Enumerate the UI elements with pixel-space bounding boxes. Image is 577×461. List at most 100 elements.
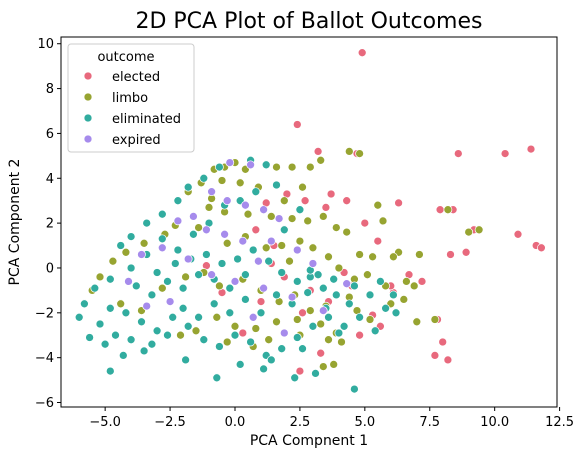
point-eliminated [389,290,398,300]
point-expired [308,259,318,268]
point-limbo [287,214,297,223]
point-elected [430,351,440,360]
point-limbo [331,223,341,232]
point-limbo [279,196,289,206]
point-elected [438,337,448,347]
point-expired [238,236,248,246]
point-eliminated [157,234,167,244]
point-eliminated [157,209,167,219]
point-elected [394,198,403,208]
point-eliminated [152,268,162,277]
point-eliminated [292,333,302,342]
point-eliminated [168,312,178,322]
point-expired [279,328,289,338]
point-expired [292,245,302,255]
point-eliminated [183,182,193,192]
point-limbo [368,252,377,262]
point-eliminated [116,241,126,250]
legend-label-limbo: limbo [112,91,148,106]
point-elected [461,247,471,257]
point-limbo [316,155,326,165]
y-axis-ticks: −6 −4 −2 0 2 4 6 8 10 [35,37,61,411]
point-limbo [443,205,453,215]
point-eliminated [217,259,227,268]
point-eliminated [324,312,333,322]
point-expired [137,250,146,259]
point-eliminated [290,373,300,383]
point-eliminated [194,312,203,322]
x-axis-ticks: −5.0 −2.5 0.0 2.5 5.0 7.5 10.0 12.5 [89,407,574,430]
point-eliminated [391,308,401,318]
x-tick-label: 12.5 [545,415,574,430]
point-limbo [181,272,190,282]
point-eliminated [139,346,149,356]
point-limbo [217,176,227,185]
point-limbo [204,203,214,212]
point-limbo [215,281,224,291]
point-limbo [464,227,474,237]
y-tick-label: 4 [46,172,54,187]
point-eliminated [308,321,318,331]
point-expired [254,256,263,266]
y-tick-label: 6 [46,127,54,142]
point-expired [220,229,229,239]
point-limbo [355,250,364,259]
y-tick-label: 2 [46,217,54,232]
point-eliminated [209,299,219,309]
legend-marker-elected [83,71,93,81]
point-eliminated [131,281,141,291]
x-axis-label: PCA Compnent 1 [250,433,368,449]
y-axis-label: PCA Component 2 [7,159,23,286]
point-elected [443,355,453,365]
y-tick-label: −6 [35,396,54,411]
x-tick-label: 7.5 [419,415,440,430]
point-eliminated [189,229,198,239]
point-expired [173,216,183,226]
point-expired [342,279,352,289]
point-eliminated [381,303,390,313]
point-eliminated [256,308,266,318]
point-eliminated [212,373,222,383]
point-elected [316,348,326,358]
point-limbo [355,149,364,158]
point-limbo [409,281,419,291]
point-eliminated [266,355,276,365]
point-eliminated [173,245,183,255]
point-eliminated [248,245,258,255]
y-tick-label: 0 [46,261,54,276]
point-eliminated [303,288,313,297]
point-limbo [235,178,245,188]
point-eliminated [230,330,240,340]
point-limbo [344,147,354,156]
point-expired [266,236,276,246]
point-limbo [121,247,131,257]
point-limbo [308,243,318,253]
point-limbo [389,252,398,262]
points-layer [74,48,546,394]
point-limbo [194,223,203,232]
point-eliminated [277,268,287,277]
series-eliminated [74,155,401,394]
point-elected [298,308,307,318]
point-limbo [305,162,315,172]
point-elected [357,48,367,58]
point-expired [142,301,152,311]
point-eliminated [279,225,289,235]
point-limbo [378,216,388,226]
point-limbo [285,256,294,266]
point-eliminated [178,303,188,313]
point-eliminated [251,187,261,197]
point-eliminated [163,330,172,340]
point-expired [230,277,240,286]
point-limbo [342,227,352,237]
legend-marker-limbo [83,92,93,102]
point-elected [446,250,455,259]
point-expired [207,187,216,197]
point-eliminated [194,270,203,280]
point-limbo [474,225,484,235]
point-limbo [324,252,333,262]
point-limbo [95,272,105,282]
point-expired [124,277,133,286]
point-limbo [266,212,276,221]
point-eliminated [142,218,152,228]
